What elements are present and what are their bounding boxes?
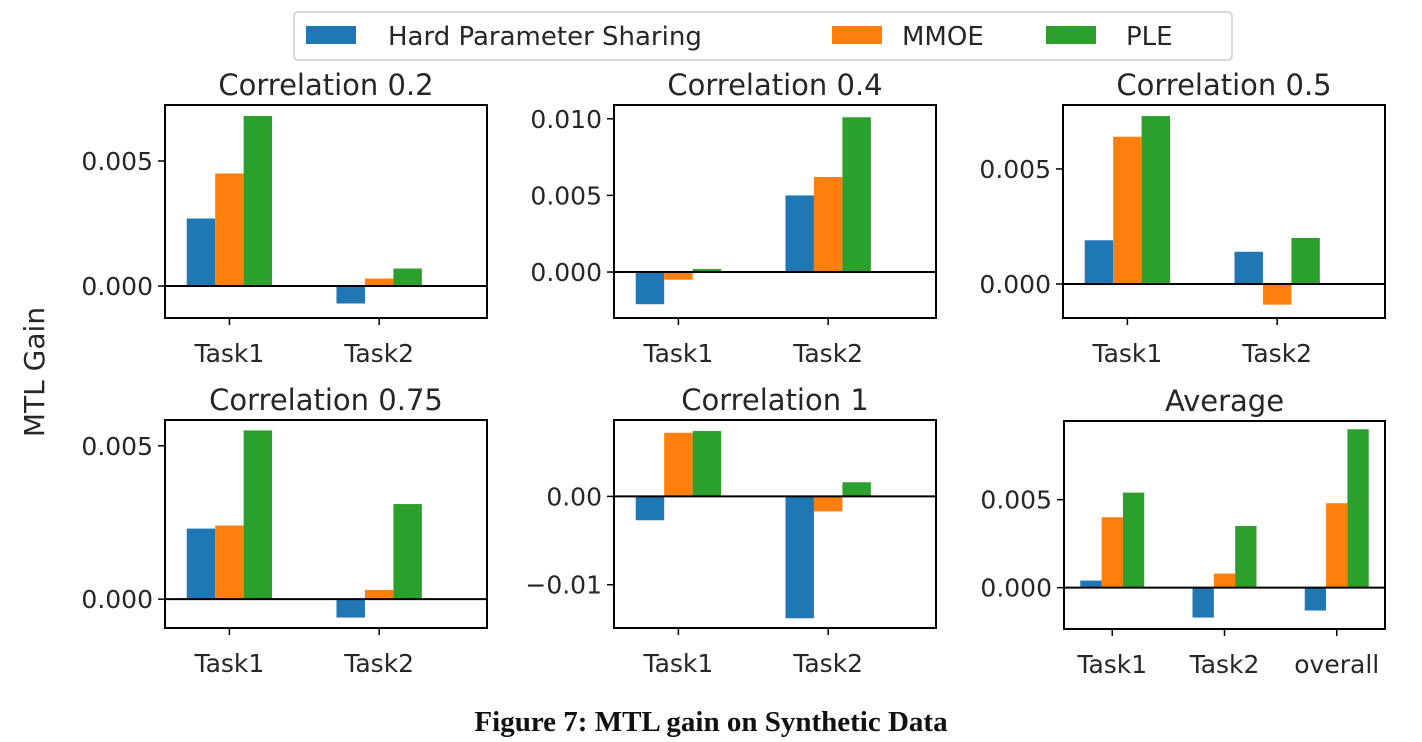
bar <box>364 278 394 286</box>
y-tick-label: 0.000 <box>81 272 153 301</box>
bar <box>186 528 216 600</box>
x-tick-label: Task2 <box>343 649 414 678</box>
legend: Hard Parameter Sharing MMOE PLE <box>293 11 1233 61</box>
subplot: −0.01 0.00 Task1 Task2 Correlation 1 <box>525 383 937 678</box>
bar <box>813 496 843 512</box>
y-tick-label: 0.005 <box>81 147 153 176</box>
y-tick-label: 0.010 <box>530 105 602 134</box>
bar <box>1113 136 1142 284</box>
bar <box>692 431 722 497</box>
bar <box>1262 283 1292 305</box>
y-tick-label: −0.01 <box>525 571 602 600</box>
bar <box>1326 503 1348 588</box>
y-tick-label: 0.005 <box>81 432 153 461</box>
legend-label: PLE <box>1126 22 1173 52</box>
bar <box>664 272 693 280</box>
bar <box>1141 116 1171 284</box>
y-tick-label: 0.000 <box>979 270 1051 299</box>
bar <box>1080 580 1102 588</box>
bar <box>243 430 273 600</box>
x-tick-label: Task2 <box>343 339 414 368</box>
axes-frame <box>164 419 488 629</box>
axes-frame <box>1062 104 1386 319</box>
y-tick-label: 0.000 <box>530 258 602 287</box>
legend-label: MMOE <box>902 22 984 52</box>
bar <box>186 218 216 286</box>
subplot: 0.000 0.005 Task1 Task2 Correlation 0.5 <box>979 68 1386 368</box>
bar <box>635 496 665 521</box>
x-tick-label: Task2 <box>1241 339 1312 368</box>
x-tick-label: Task1 <box>1091 339 1162 368</box>
x-tick-label: Task2 <box>792 649 863 678</box>
bar <box>785 195 814 273</box>
x-tick-label: Task1 <box>642 649 713 678</box>
bar <box>393 268 422 286</box>
bar <box>842 482 871 497</box>
bar <box>1122 492 1145 588</box>
y-tick-label: 0.00 <box>546 482 602 511</box>
bar <box>215 525 244 600</box>
x-tick-label: Task2 <box>792 339 863 368</box>
subplot-title: Correlation 0.4 <box>667 68 882 102</box>
subplot-title: Correlation 1 <box>681 383 869 417</box>
bar <box>336 599 365 618</box>
bar <box>1234 251 1263 284</box>
axes-frame <box>164 104 488 319</box>
subplot-title: Correlation 0.75 <box>209 383 443 417</box>
bar <box>1347 429 1369 588</box>
bar <box>215 173 244 286</box>
bar <box>1213 573 1236 588</box>
subplot: 0.000 0.005 Task1 Task2 overall Average <box>980 384 1386 679</box>
subplot: 0.000 0.005 0.010 Task1 Task2 Correlation 0.4 <box>530 68 937 368</box>
x-tick-label: Task1 <box>193 339 264 368</box>
y-tick-label: 0.005 <box>530 181 602 210</box>
bar <box>842 117 871 273</box>
bar <box>635 272 665 305</box>
legend-frame <box>293 11 1233 61</box>
y-tick-label: 0.005 <box>980 486 1052 515</box>
bar <box>243 116 273 286</box>
bar <box>1084 240 1114 284</box>
bar <box>813 177 843 273</box>
x-tick-label: overall <box>1294 650 1379 679</box>
subplot: 0.000 0.005 Task1 Task2 Correlation 0.75 <box>81 383 488 678</box>
legend-swatch <box>832 26 882 44</box>
axes-frame <box>613 104 937 319</box>
axes-frame <box>613 419 937 629</box>
y-tick-label: 0.000 <box>980 574 1052 603</box>
x-tick-label: Task1 <box>1076 650 1147 679</box>
subplot-title: Correlation 0.5 <box>1116 68 1331 102</box>
bar <box>692 268 722 273</box>
bar <box>664 432 693 497</box>
bar <box>1235 526 1257 588</box>
legend-swatch <box>1046 26 1096 44</box>
legend-swatch <box>306 26 356 44</box>
bar <box>1291 237 1320 284</box>
figure-caption: Figure 7: MTL gain on Synthetic Data <box>474 706 948 738</box>
bar <box>1101 517 1123 588</box>
legend-label: Hard Parameter Sharing <box>388 22 702 52</box>
bar <box>785 496 814 619</box>
y-tick-label: 0.000 <box>81 585 153 614</box>
x-tick-label: Task1 <box>642 339 713 368</box>
subplot: 0.000 0.005 Task1 Task2 Correlation 0.2 <box>81 68 488 368</box>
subplot-title: Correlation 0.2 <box>218 68 433 102</box>
bar <box>336 286 365 304</box>
x-tick-label: Task2 <box>1189 650 1260 679</box>
bar <box>1192 587 1214 618</box>
bar <box>364 589 394 600</box>
bar <box>1304 587 1327 611</box>
subplot-title: Average <box>1165 384 1284 418</box>
y-axis-label: MTL Gain <box>18 307 51 437</box>
y-tick-label: 0.005 <box>979 155 1051 184</box>
bar <box>393 504 422 600</box>
x-tick-label: Task1 <box>193 649 264 678</box>
